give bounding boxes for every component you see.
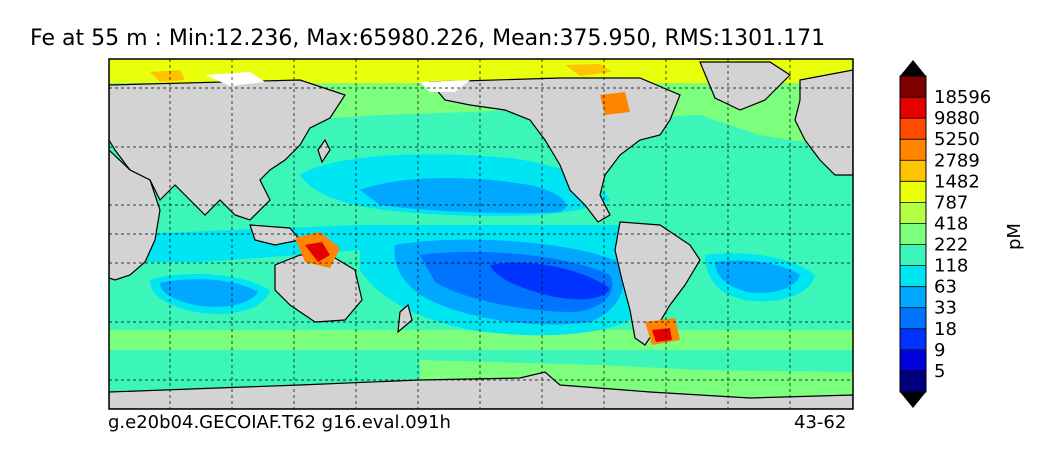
arctic-hotspot-1 [565, 64, 612, 76]
colorbar-segment [900, 349, 926, 372]
colorbar-segment [900, 370, 926, 393]
colorbar-unit-label: pM [1004, 223, 1025, 250]
antarctica [109, 371, 853, 409]
map-frame [108, 58, 854, 410]
colorbar-segment [900, 139, 926, 161]
colorbar-tick-label: 63 [934, 277, 957, 298]
indian-ocean-core [160, 279, 258, 307]
colorbar-segment [900, 160, 926, 182]
colorbar-extend-max [900, 60, 926, 76]
africa [109, 149, 161, 281]
colorbar-segment [900, 265, 926, 288]
colorbar-segment [900, 97, 926, 119]
colorbar-segment [900, 244, 926, 267]
patagonia-hotspot-core [652, 328, 672, 342]
hudson-bay-hotspot [600, 92, 630, 115]
colorbar-segment [900, 181, 926, 203]
colorbar-tick-label: 9880 [934, 108, 980, 129]
colorbar-tick-label: 33 [934, 298, 957, 319]
colorbar-tick-label: 5 [934, 361, 945, 382]
nodata-arctic-1 [205, 72, 265, 86]
colorbar-extend-min [900, 392, 926, 408]
colorbar-segment [900, 286, 926, 309]
japan [317, 138, 331, 164]
years-label: 43-62 [794, 412, 847, 433]
colorbar-tick-label: 1482 [934, 171, 980, 192]
colorbar-segment [900, 328, 926, 351]
south-atlantic-core [715, 260, 800, 293]
colorbar-tick-label: 787 [934, 192, 968, 213]
gridlines [109, 59, 853, 409]
greenland [699, 61, 791, 111]
new-zealand [397, 303, 413, 334]
colorbar-tick-label: 18596 [934, 87, 991, 108]
nodata-arctic-2 [420, 80, 470, 92]
arctic-hotspot-2 [150, 70, 185, 82]
colorbar-segment [900, 202, 926, 224]
colorbar-tick-label: 5250 [934, 129, 980, 150]
south-pacific-core [490, 262, 610, 300]
land [109, 61, 853, 409]
plot-title: Fe at 55 m : Min:12.236, Max:65980.226, … [30, 26, 826, 51]
map-area [109, 59, 853, 409]
colorbar: 5918336311822241878714822789525098801859… [899, 60, 991, 408]
colorbar-tick-label: 2789 [934, 150, 980, 171]
colorbar-segment [900, 76, 926, 98]
colorbar-segment [900, 307, 926, 330]
europe [794, 69, 853, 176]
indonesia [249, 224, 302, 246]
colorbar-tick-label: 418 [934, 213, 968, 234]
colorbar-tick-label: 118 [934, 256, 968, 277]
colorbar-tick-label: 9 [934, 340, 945, 361]
colorbar-tick-label: 222 [934, 235, 968, 256]
colorbar-segment [900, 118, 926, 140]
colorbar-segment [900, 223, 926, 246]
colorbar-tick-label: 18 [934, 319, 957, 340]
north-america [428, 77, 681, 223]
colorbar-frame [899, 75, 927, 393]
run-name-label: g.e20b04.GECOIAF.T62 g16.eval.091h [108, 412, 451, 433]
indonesia-hotspot-core [305, 242, 330, 262]
north-pacific-core [360, 178, 566, 214]
